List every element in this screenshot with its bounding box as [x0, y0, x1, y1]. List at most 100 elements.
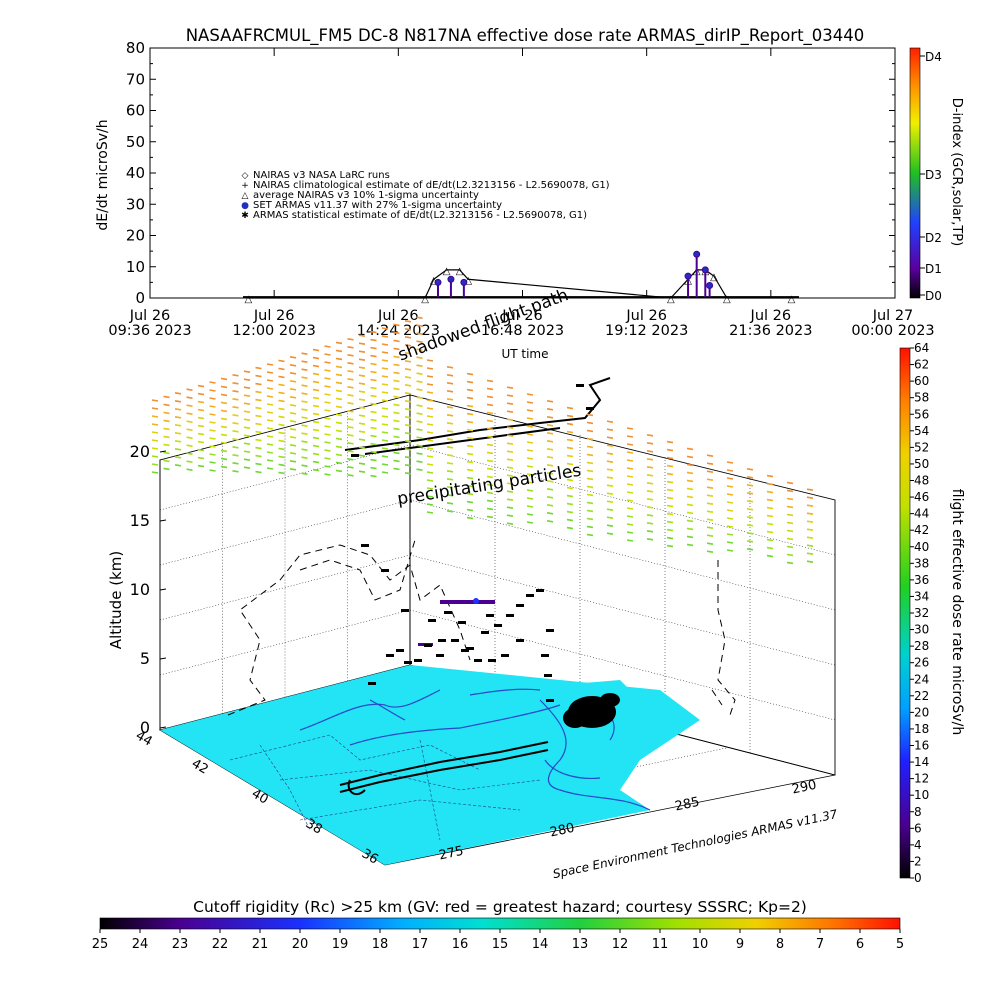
precip-particle-mark [506, 466, 514, 469]
precip-particle-mark [786, 505, 794, 509]
precip-particle-mark [706, 502, 714, 505]
precip-particle-mark [426, 399, 434, 402]
series-nairas-line [248, 269, 792, 299]
precip-particle-mark [526, 449, 534, 452]
precip-particle-mark [526, 481, 534, 484]
precip-particle-mark [243, 402, 251, 405]
precip-particle-mark [324, 353, 331, 356]
latitude-tick-label: 42 [189, 756, 211, 777]
precip-particle-mark [243, 410, 251, 413]
precip-particle-mark [163, 451, 170, 455]
altitude-dose-marker [351, 454, 359, 457]
latitude-ticks: 44 42 40 38 36 [133, 728, 381, 867]
precip-particle-mark [416, 460, 423, 463]
precip-particle-mark [324, 457, 331, 460]
precip-particle-mark [232, 470, 239, 473]
dose-colorbar-label: flight effective dose rate microSv/h [949, 489, 965, 735]
precip-particle-mark [666, 464, 674, 468]
precip-particle-mark [324, 449, 331, 452]
precip-particle-mark [526, 433, 534, 436]
right-wall-gridline [409, 499, 836, 611]
precip-particle-mark [151, 471, 159, 474]
precip-particle-mark [746, 468, 754, 471]
precip-particle-mark [324, 369, 331, 372]
precip-particle-mark [666, 520, 674, 524]
precip-particle-mark [381, 383, 389, 386]
precip-particle-mark [278, 399, 285, 403]
precip-particle-mark [255, 374, 262, 378]
rigidity-colorbar-tick-label: 8 [776, 937, 784, 952]
series-nairas-point: △ [667, 294, 675, 305]
x-tick-label-date: Jul 27 [872, 308, 914, 324]
precip-particle-mark [486, 379, 494, 383]
precip-particle-mark [266, 379, 274, 382]
coastlines [299, 688, 651, 811]
precip-particle-mark [301, 456, 308, 459]
precip-particle-mark [426, 391, 434, 394]
precip-particle-mark [416, 420, 423, 423]
precip-particle-mark [232, 438, 239, 441]
precip-particle-mark [174, 464, 182, 467]
precip-particle-mark [404, 384, 412, 387]
altitude-dose-marker [386, 654, 394, 657]
precip-particle-mark [335, 381, 343, 385]
dose-colorbar-tick-label: 0 [914, 871, 922, 885]
dose-colorbar-tick-label: 16 [914, 739, 929, 753]
precip-particle-mark [393, 419, 400, 423]
precip-particle-mark [335, 453, 343, 457]
precip-particle-mark [220, 417, 228, 421]
series-armas-point [434, 278, 442, 286]
series-nairas-point: △ [710, 272, 718, 283]
precip-particle-mark [393, 387, 400, 391]
precip-particle-mark [186, 468, 193, 471]
precip-particle-mark [232, 414, 239, 417]
precip-particle-mark [266, 467, 274, 470]
altitude-dose-marker [414, 659, 422, 662]
precip-particle-mark [393, 355, 400, 359]
precip-particle-mark [370, 474, 377, 478]
precip-particle-mark [278, 439, 285, 443]
y-tick-label: 50 [126, 133, 145, 151]
precip-particle-mark [446, 478, 454, 481]
precip-particle-mark [566, 518, 574, 522]
precip-particle-mark [232, 422, 239, 425]
precip-particle-mark [220, 441, 228, 445]
precip-particle-mark [220, 425, 228, 429]
precip-particle-mark [289, 452, 297, 455]
precip-particle-mark [347, 410, 354, 413]
precip-particle-mark [312, 388, 320, 392]
precip-particle-mark [278, 431, 285, 435]
precip-particle-mark [416, 404, 423, 407]
precip-particle-mark [278, 383, 285, 387]
precip-particle-mark [666, 456, 674, 460]
precip-particle-mark [666, 504, 674, 508]
precip-particle-mark [546, 416, 554, 419]
precip-particle-mark [358, 446, 366, 449]
precip-particle-mark [506, 498, 514, 501]
precip-particle-mark [381, 335, 389, 338]
precip-particle-mark [324, 433, 331, 436]
precip-particle-mark [446, 462, 454, 465]
rigidity-colorbar-tick-label: 17 [412, 937, 429, 952]
altitude-dose-marker [361, 544, 369, 547]
precip-particle-mark [626, 507, 634, 510]
annotation-precipitating-particles: precipitating particles [396, 461, 583, 510]
precip-particle-mark [786, 553, 794, 557]
precip-particle-mark [586, 469, 594, 473]
precip-particle-mark [209, 421, 216, 424]
precip-particle-mark [726, 541, 734, 544]
precip-particle-mark [255, 462, 262, 466]
precip-particle-mark [486, 395, 494, 399]
precip-particle-mark [726, 461, 734, 464]
precip-particle-mark [426, 487, 434, 490]
precip-particle-mark [381, 343, 389, 346]
d-index-colorbar-fill [909, 47, 921, 299]
precip-particle-mark [186, 452, 193, 455]
rigidity-colorbar-tick-label: 16 [452, 937, 469, 952]
precip-particle-mark [301, 400, 308, 403]
altitude-dose-marker [536, 589, 544, 592]
longitude-tick-label: 290 [791, 778, 818, 798]
latitude-tick-label: 44 [133, 728, 155, 749]
altitude-dose-markers [351, 384, 594, 702]
